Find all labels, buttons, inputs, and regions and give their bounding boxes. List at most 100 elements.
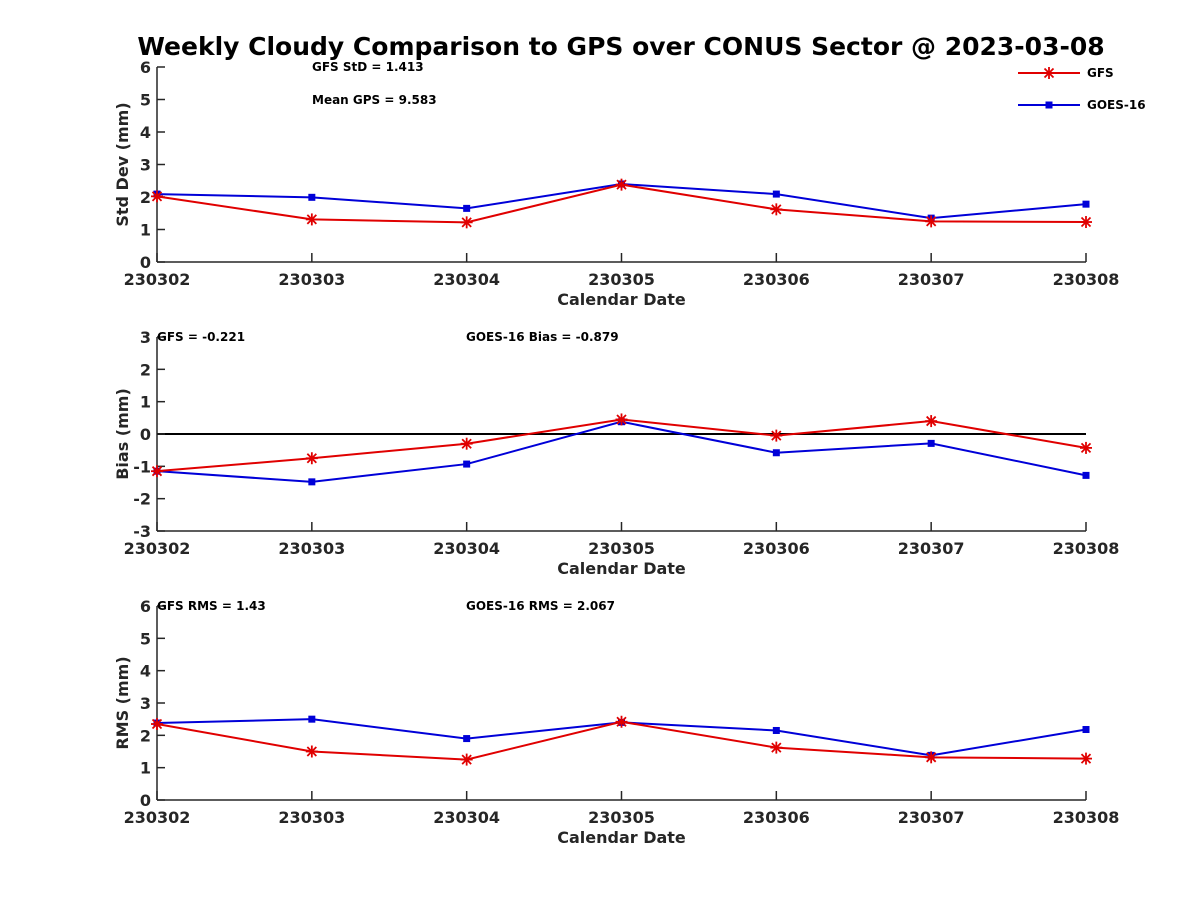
x-tick-label: 230302 xyxy=(124,270,191,289)
y-tick-label: 2 xyxy=(140,726,151,745)
x-tick-label: 230305 xyxy=(588,808,655,827)
x-tick-label: 230303 xyxy=(278,539,345,558)
data-point-goes-16 xyxy=(772,449,780,457)
figure-title: Weekly Cloudy Comparison to GPS over CON… xyxy=(137,32,1104,61)
subplot-2: -3 -2 -1 0 1 2 3 230302 230303 230304 230305 230306… xyxy=(113,328,1119,578)
data-point-gfs xyxy=(305,745,318,758)
x-axis-label: Calendar Date xyxy=(557,828,686,847)
stat-annotation: GFS StD = 1.413 xyxy=(312,60,424,74)
x-tick-label: 230304 xyxy=(433,539,500,558)
x-tick-label: 230308 xyxy=(1053,539,1120,558)
y-tick-label: 1 xyxy=(140,393,151,412)
x-tick-label: 230306 xyxy=(743,808,810,827)
data-point-gfs xyxy=(305,452,318,465)
y-tick-label: 3 xyxy=(140,694,151,713)
x-tick-label: 230307 xyxy=(898,270,965,289)
y-axis-label: RMS (mm) xyxy=(113,656,132,749)
y-tick-label: 1 xyxy=(140,759,151,778)
data-point-gfs xyxy=(1080,752,1092,765)
y-tick-label: 4 xyxy=(140,662,151,681)
stat-annotation: Mean GPS = 9.583 xyxy=(312,93,437,107)
y-tick-label: 6 xyxy=(140,597,151,616)
y-tick-label: 5 xyxy=(140,629,151,648)
y-axis-label: Std Dev (mm) xyxy=(113,102,132,226)
x-tick-label: 230306 xyxy=(743,270,810,289)
series-gfs xyxy=(151,715,1092,766)
x-tick-label: 230304 xyxy=(433,808,500,827)
data-point-gfs xyxy=(615,715,628,728)
data-point-goes-16 xyxy=(772,190,780,198)
data-point-goes-16 xyxy=(463,460,471,468)
x-tick-label: 230302 xyxy=(124,808,191,827)
y-tick-label: -3 xyxy=(133,522,151,541)
data-point-gfs xyxy=(1080,216,1092,229)
stat-annotation: GOES-16 Bias = -0.879 xyxy=(466,330,619,344)
x-axis-label: Calendar Date xyxy=(557,559,686,578)
data-point-gfs xyxy=(925,751,938,764)
y-tick-label: 4 xyxy=(140,123,151,142)
data-point-goes-16 xyxy=(308,193,316,201)
legend-entry-gfs: GFS xyxy=(1018,66,1114,80)
legend-label: GOES-16 xyxy=(1087,98,1146,112)
legend-marker xyxy=(1043,67,1055,79)
data-point-goes-16 xyxy=(927,439,935,447)
y-tick-label: 5 xyxy=(140,91,151,110)
x-tick-label: 230307 xyxy=(898,808,965,827)
stat-annotation: GFS RMS = 1.43 xyxy=(157,599,266,613)
data-point-goes-16 xyxy=(463,735,471,743)
x-tick-label: 230304 xyxy=(433,270,500,289)
y-tick-label: 2 xyxy=(140,360,151,379)
y-tick-label: 0 xyxy=(140,253,151,272)
data-point-gfs xyxy=(770,203,783,216)
y-tick-label: 2 xyxy=(140,188,151,207)
x-tick-label: 230307 xyxy=(898,539,965,558)
stat-annotation: GOES-16 RMS = 2.067 xyxy=(466,599,615,613)
y-tick-label: -1 xyxy=(133,457,151,476)
data-point-gfs xyxy=(770,741,783,754)
data-point-goes-16 xyxy=(308,715,316,723)
data-point-gfs xyxy=(151,465,163,478)
series-gfs xyxy=(151,178,1092,229)
legend-marker xyxy=(1045,101,1053,109)
y-tick-label: 1 xyxy=(140,221,151,240)
data-point-goes-16 xyxy=(1082,471,1090,479)
data-point-gfs xyxy=(925,415,938,428)
data-point-gfs xyxy=(615,413,628,426)
data-point-gfs xyxy=(1080,441,1092,454)
y-tick-label: -2 xyxy=(133,490,151,509)
data-point-goes-16 xyxy=(463,204,471,212)
x-tick-label: 230308 xyxy=(1053,270,1120,289)
legend: GFS GOES-16 xyxy=(1018,66,1146,112)
subplot-1: 0 1 2 3 4 5 6 230302 230303 230304 230305 230306 230… xyxy=(113,58,1119,309)
data-point-gfs xyxy=(615,178,628,191)
data-point-gfs xyxy=(305,213,318,226)
x-tick-label: 230305 xyxy=(588,539,655,558)
data-point-gfs xyxy=(460,753,473,766)
series-gfs xyxy=(151,413,1092,478)
y-tick-label: 0 xyxy=(140,791,151,810)
legend-entry-goes-16: GOES-16 xyxy=(1018,98,1146,112)
data-point-gfs xyxy=(460,216,473,229)
x-tick-label: 230305 xyxy=(588,270,655,289)
data-point-goes-16 xyxy=(308,478,316,486)
subplot-3: 0 1 2 3 4 5 6 230302 230303 230304 230305 230306 230… xyxy=(113,597,1119,847)
y-tick-label: 3 xyxy=(140,328,151,347)
legend-label: GFS xyxy=(1087,66,1114,80)
y-tick-label: 6 xyxy=(140,58,151,77)
data-point-gfs xyxy=(770,429,783,442)
x-tick-label: 230303 xyxy=(278,270,345,289)
x-tick-label: 230306 xyxy=(743,539,810,558)
y-axis-label: Bias (mm) xyxy=(113,388,132,480)
x-tick-label: 230303 xyxy=(278,808,345,827)
stat-annotation: GFS = -0.221 xyxy=(157,330,245,344)
x-axis-label: Calendar Date xyxy=(557,290,686,309)
x-tick-label: 230302 xyxy=(124,539,191,558)
y-tick-label: 3 xyxy=(140,156,151,175)
data-point-goes-16 xyxy=(1082,200,1090,208)
data-point-gfs xyxy=(460,437,473,450)
data-point-gfs xyxy=(151,190,163,203)
data-point-goes-16 xyxy=(772,726,780,734)
data-point-gfs xyxy=(925,215,938,228)
